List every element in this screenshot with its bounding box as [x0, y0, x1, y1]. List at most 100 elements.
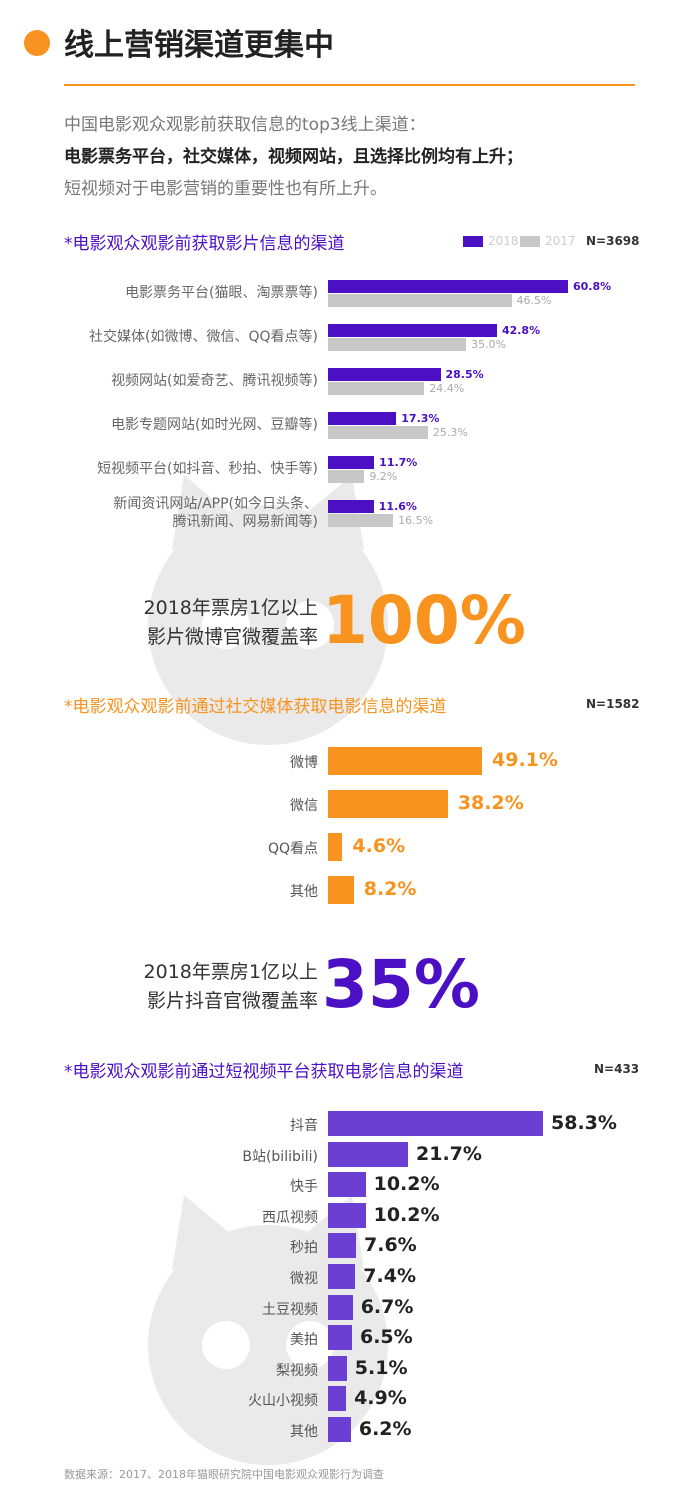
intro-line-1: 中国电影观众观影前获取信息的top3线上渠道：	[64, 115, 426, 135]
callout1-text: 2018年票房1亿以上 影片微博官微覆盖率	[120, 594, 318, 652]
chart1-bar-2018	[328, 368, 441, 381]
chart1-value-label-2017: 24.4%	[429, 382, 465, 395]
legend-label-2017: 2017	[545, 234, 576, 248]
callout2-value: 35%	[322, 946, 480, 1023]
chart1-bar-2018	[328, 500, 374, 513]
chart2-category-label: QQ看点	[267, 841, 318, 857]
chart3-category-label: 其他	[290, 1424, 318, 1440]
chart3-category-label: 秒拍	[290, 1240, 318, 1257]
chart1-title: *电影观众观影前获取影片信息的渠道	[64, 234, 345, 254]
title-divider	[64, 84, 635, 86]
chart3-value-label: 10.2%	[373, 1173, 440, 1196]
chart1-bar-2017	[328, 470, 365, 483]
chart2-category-label: 微博	[290, 755, 318, 771]
chart1-value-label-2017: 25.3%	[432, 426, 468, 439]
chart2-bar	[328, 747, 482, 775]
chart3-bar	[328, 1294, 353, 1320]
chart3-bar	[328, 1111, 543, 1136]
chart2-category-label: 其他	[290, 884, 318, 900]
chart2-value-label: 38.2%	[457, 792, 524, 814]
title-dot	[24, 30, 50, 56]
chart1-category-line: 视频网站(如爱奇艺、腾讯视频等)	[111, 373, 318, 389]
chart2-sample-size: N=1582	[586, 697, 640, 711]
chart2-value-label: 49.1%	[492, 749, 558, 771]
callout1-line-1: 2018年票房1亿以上	[143, 597, 318, 619]
chart1-category-line: 电影专题网站(如时光网、豆瓣等)	[111, 417, 318, 433]
callout2-line-2: 影片抖音官微覆盖率	[146, 990, 318, 1012]
chart1-category-label: 电影专题网站(如时光网、豆瓣等)	[20, 416, 318, 434]
chart1-value-label-2018: 11.7%	[379, 456, 418, 469]
chart3-value-label: 7.6%	[364, 1234, 417, 1257]
chart3-category-label: 西瓜视频	[262, 1209, 318, 1226]
chart3-bar	[328, 1233, 357, 1259]
chart3-value-label: 21.7%	[416, 1142, 482, 1165]
chart1-value-label-2018: 11.6%	[378, 500, 417, 513]
chart3-sample-size: N=433	[594, 1062, 640, 1076]
chart3-bar	[328, 1264, 356, 1289]
chart3-bar	[328, 1141, 409, 1167]
chart2-title: *电影观众观影前通过社交媒体获取电影信息的渠道	[64, 697, 447, 717]
intro-line-2: 电影票务平台，社交媒体，视频网站，且选择比例均有上升；	[64, 147, 523, 167]
intro-line-3: 短视频对于电影营销的重要性也有所上升。	[64, 179, 387, 199]
chart1-value-label-2017: 46.5%	[516, 294, 552, 307]
chart3-value-label: 6.5%	[359, 1326, 413, 1349]
callout2-line-1: 2018年票房1亿以上	[143, 961, 318, 983]
chart2-value-label: 4.6%	[352, 835, 406, 857]
chart1-value-label-2018: 60.8%	[573, 280, 612, 293]
chart3-category-label: 土豆视频	[262, 1301, 318, 1318]
page-title: 线上营销渠道更集中	[64, 28, 334, 63]
legend-label-2018: 2018	[488, 234, 519, 248]
chart3-value-label: 10.2%	[373, 1203, 440, 1226]
chart3-category-label: 快手	[290, 1179, 318, 1196]
chart3-value-label: 6.7%	[360, 1295, 414, 1318]
chart3-bar	[328, 1202, 366, 1228]
chart3-value-label: 5.1%	[354, 1356, 408, 1379]
chart2-value-label: 8.2%	[363, 878, 417, 900]
chart1-category-label: 短视频平台(如抖音、秒拍、快手等)	[20, 460, 318, 478]
chart3-value-label: 7.4%	[363, 1265, 416, 1287]
chart1-value-label-2018: 28.5%	[445, 368, 484, 381]
chart1-bar-2017	[328, 338, 467, 351]
chart3-bar	[328, 1355, 347, 1381]
chart3-title: *电影观众观影前通过短视频平台获取电影信息的渠道	[64, 1062, 464, 1082]
chart1-category-label: 电影票务平台(猫眼、淘票票等)	[20, 284, 318, 302]
chart3-category-label: 火山小视频	[248, 1393, 318, 1410]
chart1-bar-2018	[328, 324, 497, 337]
chart1-value-label-2018: 42.8%	[501, 324, 541, 337]
legend-swatch-2018	[463, 236, 483, 247]
chart1-bar-2017	[328, 514, 394, 527]
chart1-value-label-2017: 16.5%	[398, 514, 434, 527]
chart2-bar	[328, 790, 448, 818]
callout1-value: 100%	[322, 582, 526, 659]
chart1-category-label: 社交媒体(如微博、微信、QQ看点等)	[20, 328, 318, 346]
chart3-value-label: 6.2%	[358, 1418, 412, 1440]
chart3-category-label: B站(bilibili)	[242, 1148, 318, 1165]
chart1-bar-2018	[328, 412, 397, 425]
chart1-category-line: 电影票务平台(猫眼、淘票票等)	[125, 285, 318, 301]
chart1-bar-2018	[328, 280, 568, 293]
chart3-category-label: 抖音	[290, 1118, 318, 1134]
chart3-category-label: 微视	[290, 1271, 318, 1287]
chart1-category-line: 社交媒体(如微博、微信、QQ看点等)	[89, 329, 318, 345]
chart1-value-label-2017: 35.0%	[471, 338, 507, 351]
chart1-bar-2017	[328, 382, 425, 395]
chart1-category-label: 视频网站(如爱奇艺、腾讯视频等)	[20, 372, 318, 390]
chart2-bar	[328, 876, 354, 904]
chart2-bar	[328, 833, 343, 861]
callout2-text: 2018年票房1亿以上 影片抖音官微覆盖率	[120, 958, 318, 1016]
chart1-bar-2017	[328, 426, 428, 439]
chart1-category-line: 短视频平台(如抖音、秒拍、快手等)	[97, 461, 318, 477]
chart1-category-line: 腾讯新闻、网易新闻等)	[172, 514, 318, 530]
chart2-category-label: 微信	[290, 798, 318, 814]
chart1-bar-2017	[328, 294, 512, 307]
data-source-note: 数据来源：2017、2018年猫眼研究院中国电影观众观影行为调查	[64, 1468, 384, 1481]
cat-logo-watermark-icon	[148, 475, 388, 745]
chart3-bar	[328, 1172, 366, 1198]
chart3-bar	[328, 1417, 351, 1442]
chart3-category-label: 美拍	[290, 1332, 318, 1349]
chart3-value-label: 4.9%	[354, 1387, 407, 1410]
chart1-bar-2018	[328, 456, 375, 469]
callout1-line-2: 影片微博官微覆盖率	[146, 626, 318, 648]
chart1-value-label-2017: 9.2%	[369, 470, 398, 483]
chart1-category-label: 新闻资讯网站/APP(如今日头条、 腾讯新闻、网易新闻等)	[20, 495, 318, 531]
